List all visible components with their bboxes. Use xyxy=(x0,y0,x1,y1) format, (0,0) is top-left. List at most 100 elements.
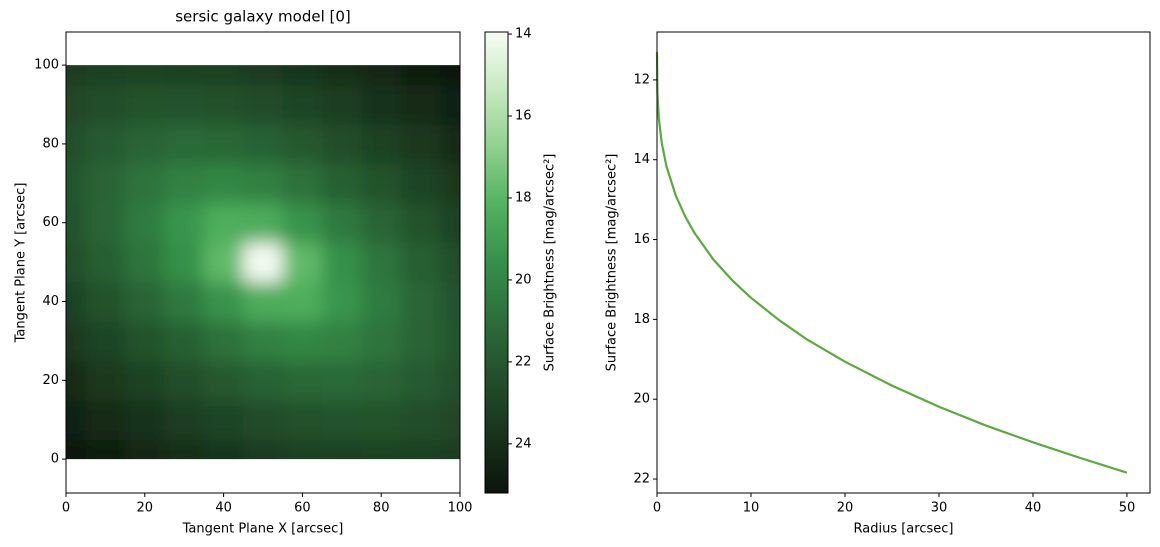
pixel xyxy=(322,321,362,362)
pixel xyxy=(361,439,402,460)
colorbar-label: Surface Brightness [mag/arcsec²] xyxy=(543,154,558,372)
colorbar-tick-label: 14 xyxy=(515,27,532,42)
pixel xyxy=(282,242,323,283)
pixel xyxy=(125,203,165,243)
pixel xyxy=(164,84,205,125)
pixel xyxy=(164,400,205,440)
pixel xyxy=(361,124,402,165)
pixel xyxy=(400,321,441,362)
y-tick-label: 12 xyxy=(633,72,650,87)
pixel xyxy=(322,439,362,460)
pixel xyxy=(125,242,165,283)
y-tick-label: 40 xyxy=(42,294,59,309)
pixel xyxy=(125,124,165,165)
y-tick-label: 14 xyxy=(633,152,650,167)
image xyxy=(66,65,460,460)
pixel xyxy=(440,203,460,243)
pixel xyxy=(322,163,362,204)
pixel xyxy=(66,124,87,165)
pixel xyxy=(361,242,402,283)
pixel xyxy=(66,65,87,86)
line xyxy=(655,51,1128,474)
pixel xyxy=(66,360,87,401)
x-tick-label: 60 xyxy=(294,501,311,516)
pixel xyxy=(125,84,165,125)
chart-title: sersic galaxy model [0] xyxy=(175,8,351,26)
pixel xyxy=(322,84,362,125)
colorbar xyxy=(485,32,508,493)
colorbar-tick-label: 20 xyxy=(515,272,532,287)
pixel xyxy=(361,84,402,125)
pixel xyxy=(440,439,460,460)
pixel xyxy=(400,400,441,440)
y-tick-label: 20 xyxy=(42,373,59,388)
pixel xyxy=(322,360,362,401)
pixel xyxy=(66,281,87,322)
pixel xyxy=(243,84,284,125)
pixel xyxy=(361,203,402,243)
y-axis-label: Surface Brightness [mag/arcsec²] xyxy=(605,154,620,372)
pixel xyxy=(243,242,284,283)
y-tick-label: 18 xyxy=(633,312,650,327)
pixel xyxy=(400,242,441,283)
pixel xyxy=(85,84,126,125)
pixel xyxy=(66,400,87,440)
pixel xyxy=(243,203,284,243)
pixel xyxy=(440,321,460,362)
pixel xyxy=(125,163,165,204)
pixel xyxy=(243,360,284,401)
image-cells xyxy=(66,65,460,460)
pixel xyxy=(322,400,362,440)
pixel xyxy=(125,65,165,86)
pixel xyxy=(125,400,165,440)
pixel xyxy=(400,124,441,165)
pixel xyxy=(203,163,244,204)
pixel xyxy=(361,281,402,322)
pixel xyxy=(85,65,126,86)
pixel xyxy=(400,281,441,322)
pixel xyxy=(243,400,284,440)
pixel xyxy=(322,242,362,283)
pixel xyxy=(282,124,323,165)
pixel xyxy=(203,65,244,86)
pixel xyxy=(203,400,244,440)
colorbar-frame xyxy=(484,31,509,494)
pixel xyxy=(361,400,402,440)
colorbar-tick-label: 18 xyxy=(515,190,532,205)
pixel xyxy=(164,321,205,362)
pixel xyxy=(125,281,165,322)
x-tick-label: 0 xyxy=(653,501,661,516)
pixel xyxy=(66,203,87,243)
pixel xyxy=(164,124,205,165)
pixel xyxy=(282,203,323,243)
pixel xyxy=(282,400,323,440)
y-tick-label: 80 xyxy=(42,136,59,151)
pixel xyxy=(282,439,323,460)
pixel xyxy=(440,281,460,322)
pixel xyxy=(164,439,205,460)
pixel xyxy=(125,360,165,401)
pixel xyxy=(243,281,284,322)
pixel xyxy=(361,360,402,401)
pixel xyxy=(282,281,323,322)
pixel xyxy=(322,203,362,243)
x-tick-label: 0 xyxy=(62,501,70,516)
pixel xyxy=(66,439,87,460)
pixel xyxy=(400,163,441,204)
x-tick-label: 20 xyxy=(137,501,154,516)
x-tick-label: 100 xyxy=(448,501,473,516)
pixel xyxy=(440,400,460,440)
x-tick-label: 20 xyxy=(837,501,854,516)
pixel xyxy=(164,163,205,204)
x-tick-label: 80 xyxy=(373,501,390,516)
pixel xyxy=(400,203,441,243)
pixel xyxy=(282,321,323,362)
pixel xyxy=(282,163,323,204)
pixel xyxy=(85,439,126,460)
x-axis-label: Tangent Plane X [arcsec] xyxy=(182,522,344,537)
pixel xyxy=(361,321,402,362)
pixel xyxy=(203,321,244,362)
pixel xyxy=(203,124,244,165)
pixel xyxy=(322,124,362,165)
y-tick-label: 100 xyxy=(34,58,59,73)
